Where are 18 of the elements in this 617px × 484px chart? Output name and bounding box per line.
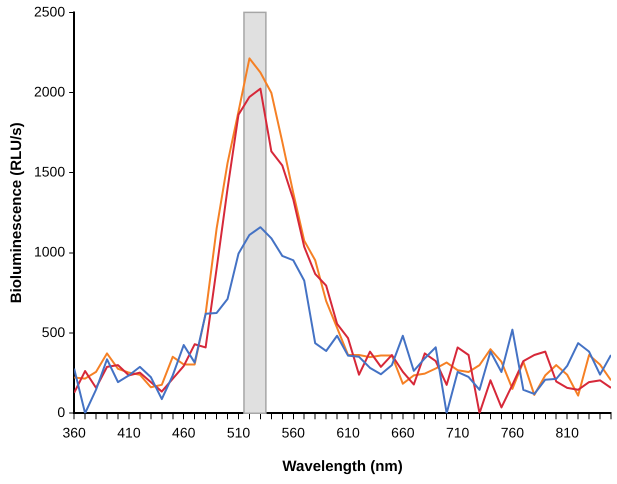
x-tick-label: 510 — [226, 424, 250, 440]
x-tick-label: 710 — [446, 424, 470, 440]
y-tick-label: 2500 — [34, 3, 66, 20]
y-tick-label: 1000 — [34, 244, 66, 260]
y-tick-label: 2000 — [34, 83, 66, 100]
x-tick-label: 410 — [117, 424, 141, 440]
y-tick-label: 1500 — [34, 164, 66, 180]
x-tick-label: 610 — [336, 424, 360, 440]
x-tick-label: 560 — [282, 424, 306, 440]
x-tick-label: 810 — [555, 424, 580, 440]
y-tick-label: 500 — [42, 324, 66, 340]
x-tick-label: 360 — [62, 424, 86, 440]
x-axis-title: Wavelength (nm) — [282, 458, 403, 476]
x-tick-label: 460 — [172, 424, 196, 440]
x-tick-label: 660 — [391, 424, 415, 440]
y-axis-title: Bioluminescence (RLU/s) — [8, 122, 26, 304]
x-tick-label: 760 — [500, 424, 524, 440]
y-tick-label: 0 — [57, 404, 66, 420]
